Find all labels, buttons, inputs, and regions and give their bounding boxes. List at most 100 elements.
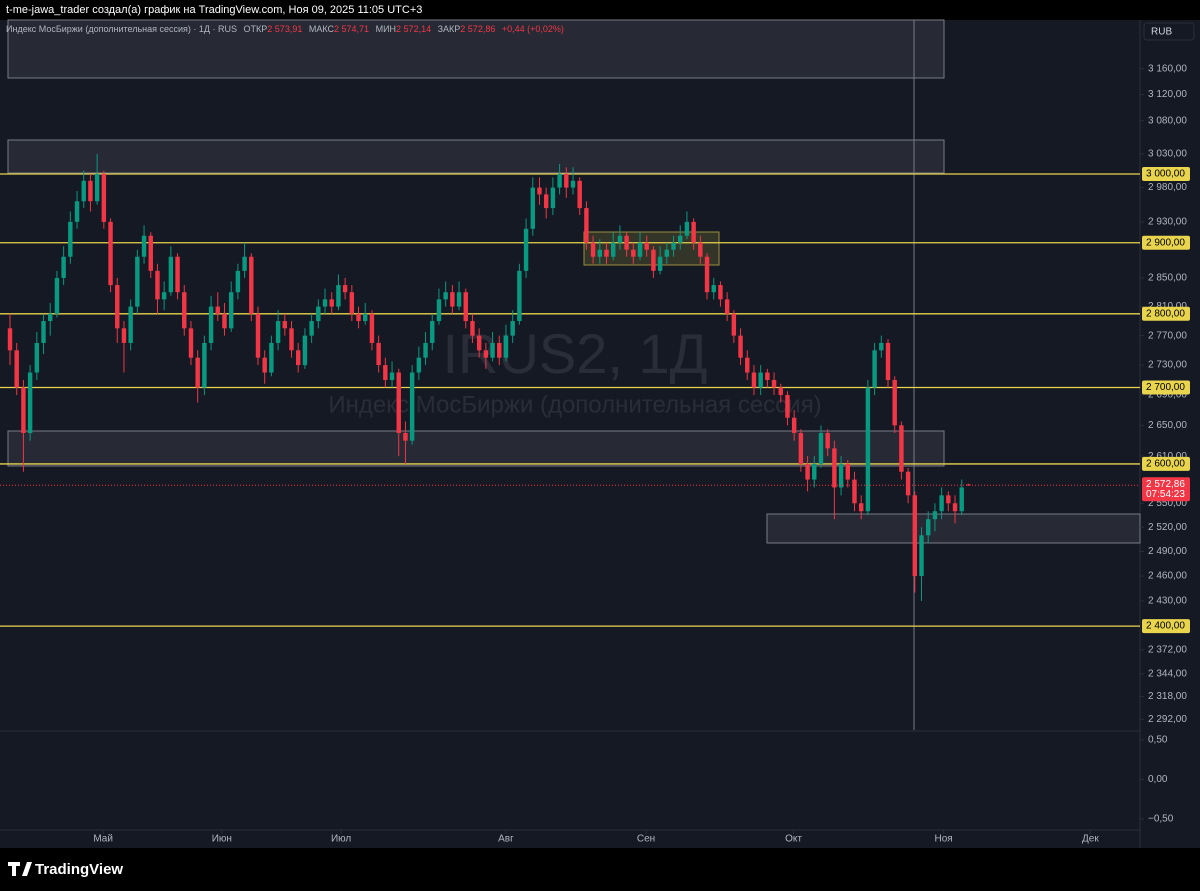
candle-body bbox=[570, 180, 576, 188]
level-tag bbox=[1142, 167, 1190, 182]
candle-body bbox=[349, 292, 355, 314]
x-tick-label: Дек bbox=[1082, 834, 1099, 845]
candle-body bbox=[925, 519, 931, 536]
brand: TradingView bbox=[35, 861, 123, 878]
legend-low-label: МИН bbox=[376, 24, 396, 34]
candle-body bbox=[885, 342, 891, 380]
candle-body bbox=[450, 292, 455, 307]
candle-body bbox=[805, 463, 810, 480]
y-tick-label: 2 810,00 bbox=[1148, 301, 1187, 312]
candle-body bbox=[363, 313, 368, 322]
y-tick-label: 2 930,00 bbox=[1148, 217, 1187, 228]
candle-body bbox=[416, 357, 422, 373]
candle-body bbox=[651, 249, 656, 271]
candle-body bbox=[81, 180, 86, 202]
x-tick-label: Сен bbox=[637, 834, 655, 845]
candle-body bbox=[771, 379, 777, 388]
candle-body bbox=[959, 487, 964, 512]
y-tick-label: 2 610,00 bbox=[1148, 451, 1187, 462]
candle-body bbox=[490, 342, 495, 358]
candle-body bbox=[577, 180, 582, 209]
legend-close-label: ЗАКР bbox=[438, 24, 461, 34]
x-tick-label: Май bbox=[93, 834, 113, 845]
candle-body bbox=[228, 292, 234, 329]
level-label: 2 400,00 bbox=[1146, 621, 1185, 632]
zone bbox=[7, 19, 945, 79]
y-tick-label: 2 318,00 bbox=[1148, 691, 1187, 702]
candle-body bbox=[624, 235, 629, 250]
candle-body bbox=[523, 228, 529, 271]
level-label: 2 900,00 bbox=[1146, 237, 1185, 248]
indicator-tick-label: 0,50 bbox=[1148, 735, 1168, 746]
level-tag bbox=[1142, 306, 1190, 321]
candle-body bbox=[269, 342, 274, 373]
candle-body bbox=[342, 285, 348, 293]
candle-body bbox=[356, 313, 361, 322]
candle-body bbox=[34, 342, 40, 373]
candle-body bbox=[946, 495, 951, 504]
candle-body bbox=[182, 292, 187, 329]
y-tick-label: 2 850,00 bbox=[1148, 273, 1187, 284]
candle-body bbox=[88, 180, 93, 202]
candle-body bbox=[483, 350, 489, 358]
candle-body bbox=[865, 387, 871, 512]
candle-body bbox=[892, 379, 897, 426]
candle-body bbox=[557, 174, 562, 188]
candle-body bbox=[939, 495, 944, 512]
candle-body bbox=[135, 256, 140, 307]
candle-body bbox=[295, 350, 301, 366]
candle-body bbox=[108, 221, 113, 286]
candle-body bbox=[731, 313, 737, 336]
candle-body bbox=[952, 503, 958, 512]
legend-open-label: ОТКР bbox=[244, 24, 268, 34]
level-tag bbox=[1142, 380, 1190, 395]
candle-body bbox=[48, 313, 53, 322]
zone bbox=[766, 513, 1141, 544]
legend-low: 2 572,14 bbox=[396, 24, 431, 34]
candle-body bbox=[832, 448, 837, 488]
candle-body bbox=[302, 335, 308, 366]
candle-body bbox=[148, 235, 153, 271]
candle-body bbox=[369, 313, 375, 343]
candle-body bbox=[765, 372, 770, 380]
candle-body bbox=[443, 292, 448, 300]
candle-body bbox=[597, 249, 603, 257]
chart-background bbox=[0, 20, 1200, 848]
y-tick-label: 2 520,00 bbox=[1148, 522, 1187, 533]
candle-body bbox=[115, 285, 120, 329]
candle-body bbox=[872, 350, 877, 388]
watermark-title: IRUS2, 1Д bbox=[442, 322, 707, 385]
candle-body bbox=[610, 242, 616, 257]
candle-body bbox=[121, 328, 127, 343]
y-tick-label: 2 730,00 bbox=[1148, 360, 1187, 371]
candle-body bbox=[510, 321, 515, 336]
candle-body bbox=[215, 306, 220, 314]
candle-body bbox=[564, 174, 569, 188]
candle-body bbox=[637, 242, 643, 257]
candle-body bbox=[423, 342, 428, 358]
candle-body bbox=[858, 503, 864, 512]
x-tick-label: Июн bbox=[212, 834, 232, 845]
header: t-me-jawa_trader создал(а) график на Tra… bbox=[6, 4, 422, 16]
candle-body bbox=[249, 256, 254, 314]
legend-change: +0,44 (+0,02%) bbox=[502, 24, 564, 34]
zone bbox=[7, 139, 945, 174]
candle-body bbox=[68, 221, 73, 257]
candle-body bbox=[530, 187, 535, 229]
candle-body bbox=[691, 221, 696, 243]
candle-body bbox=[54, 277, 60, 314]
y-tick-label: 3 120,00 bbox=[1148, 89, 1187, 100]
currency[interactable]: RUB bbox=[1151, 27, 1172, 38]
y-tick-label: 2 344,00 bbox=[1148, 669, 1187, 680]
candle-body bbox=[309, 321, 314, 336]
candle-body bbox=[208, 306, 214, 343]
candle-body bbox=[778, 387, 783, 395]
candle-body bbox=[617, 235, 623, 243]
candle-body bbox=[845, 463, 850, 480]
currency-box[interactable] bbox=[1143, 22, 1195, 41]
x-tick-label: Июл bbox=[331, 834, 351, 845]
candle-body bbox=[456, 292, 462, 307]
candle-body bbox=[141, 235, 147, 257]
candle-body bbox=[584, 208, 589, 243]
candle-body bbox=[289, 328, 294, 351]
